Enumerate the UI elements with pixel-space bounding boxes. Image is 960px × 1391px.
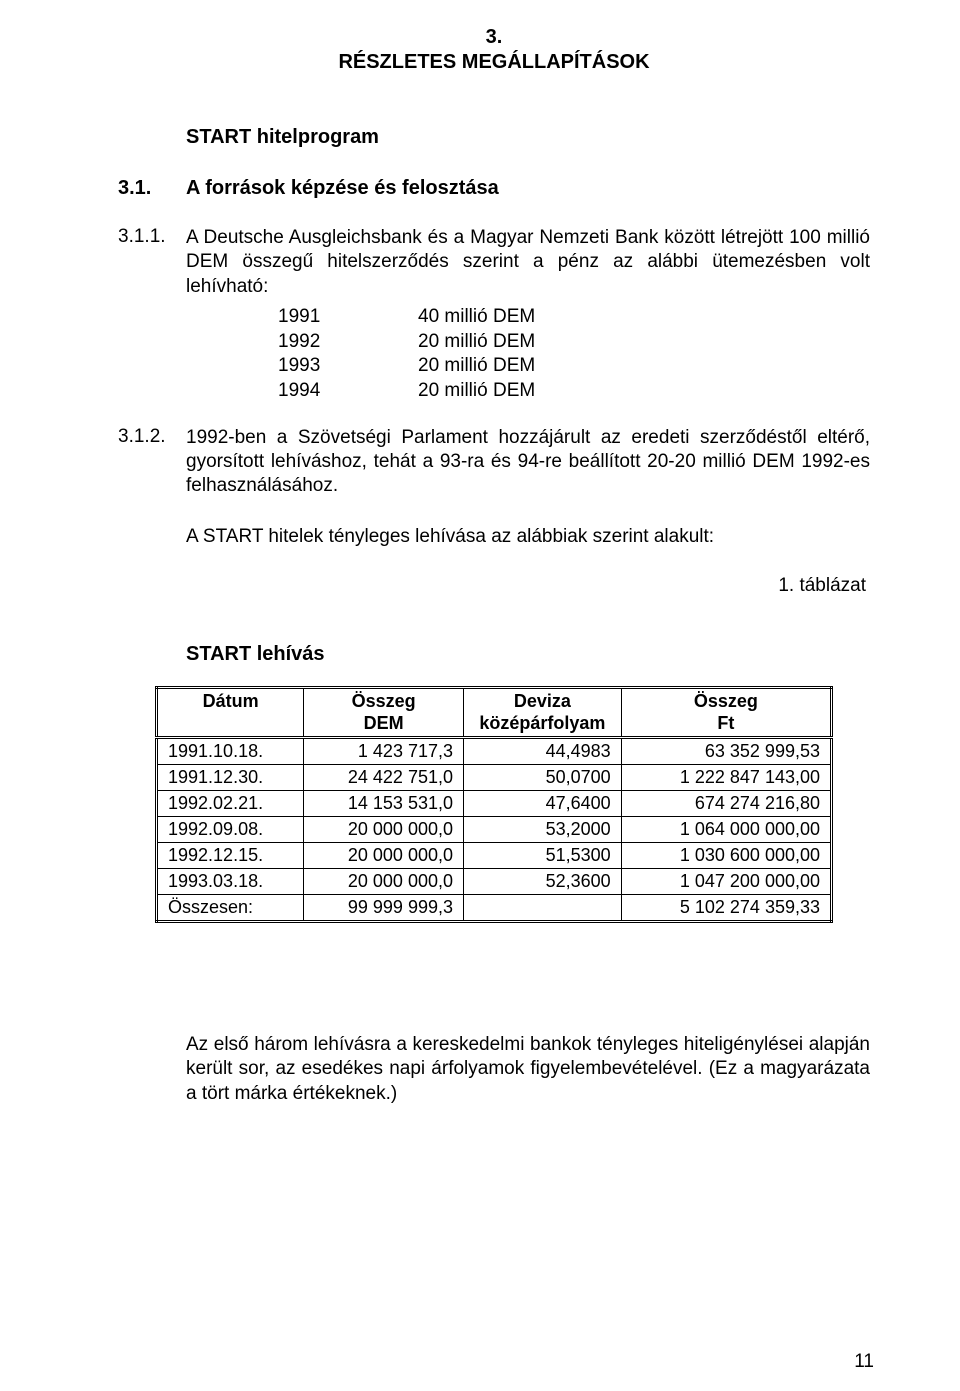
cell-ft: 674 274 216,80 [621,791,831,817]
cell-date: 1992.02.21. [157,791,304,817]
paragraph-3-1-1: 3.1.1. A Deutsche Ausgleichsbank és a Ma… [118,226,870,299]
cell-date: 1991.10.18. [157,738,304,765]
cell-ft: 1 064 000 000,00 [621,817,831,843]
table-row: 1992.12.15. 20 000 000,0 51,5300 1 030 6… [157,843,832,869]
paragraph-text: 1992-ben a Szövetségi Parlament hozzájár… [186,426,870,499]
schedule-amount: 40 millió DEM [418,305,535,330]
schedule-year: 1992 [278,330,418,355]
cell-rate: 53,2000 [464,817,622,843]
bottom-paragraph: Az első három lehívásra a kereskedelmi b… [186,1033,870,1106]
schedule-year: 1991 [278,305,418,330]
cell-dem: 14 153 531,0 [304,791,464,817]
schedule-amount: 20 millió DEM [418,330,535,355]
schedule-amount: 20 millió DEM [418,354,535,379]
cell-dem: 24 422 751,0 [304,765,464,791]
cell-dem: 1 423 717,3 [304,738,464,765]
table-row: 1992.09.08. 20 000 000,0 53,2000 1 064 0… [157,817,832,843]
section-number: 3.1. [118,177,186,200]
chapter-number: 3. [118,26,870,49]
start-lehivas-table: Dátum Összeg DEM Deviza középárfolyam Ös… [155,686,833,923]
schedule-row: 1993 20 millió DEM [278,354,870,379]
chapter-title: RÉSZLETES MEGÁLLAPÍTÁSOK [118,51,870,74]
schedule-list: 1991 40 millió DEM 1992 20 millió DEM 19… [278,305,870,404]
schedule-amount: 20 millió DEM [418,379,535,404]
cell-dem: 20 000 000,0 [304,817,464,843]
cell-date: 1992.09.08. [157,817,304,843]
cell-date: Összesen: [157,895,304,922]
cell-dem: 99 999 999,3 [304,895,464,922]
paragraph-3-1-2b: A START hitelek tényleges lehívása az al… [118,525,870,549]
col-dem: Összeg DEM [304,687,464,737]
cell-ft: 5 102 274 359,33 [621,895,831,922]
cell-date: 1991.12.30. [157,765,304,791]
cell-ft: 63 352 999,53 [621,738,831,765]
table-row: 1992.02.21. 14 153 531,0 47,6400 674 274… [157,791,832,817]
paragraph-text: A Deutsche Ausgleichsbank és a Magyar Ne… [186,226,870,299]
schedule-row: 1992 20 millió DEM [278,330,870,355]
page-number: 11 [854,1351,874,1373]
cell-dem: 20 000 000,0 [304,869,464,895]
program-subtitle: START hitelprogram [186,126,870,149]
section-title: A források képzése és felosztása [186,177,499,200]
schedule-year: 1993 [278,354,418,379]
col-rate: Deviza középárfolyam [464,687,622,737]
paragraph-number: 3.1.2. [118,426,186,499]
schedule-row: 1994 20 millió DEM [278,379,870,404]
schedule-year: 1994 [278,379,418,404]
cell-rate: 47,6400 [464,791,622,817]
cell-rate [464,895,622,922]
cell-rate: 52,3600 [464,869,622,895]
col-date: Dátum [157,687,304,737]
cell-ft: 1 030 600 000,00 [621,843,831,869]
table-row: 1993.03.18. 20 000 000,0 52,3600 1 047 2… [157,869,832,895]
cell-rate: 44,4983 [464,738,622,765]
section-3-1-heading: 3.1. A források képzése és felosztása [118,177,870,200]
col-ft: Összeg Ft [621,687,831,737]
table-row: 1991.12.30. 24 422 751,0 50,0700 1 222 8… [157,765,832,791]
cell-date: 1993.03.18. [157,869,304,895]
paragraph-number-empty [118,525,186,549]
table-row: 1991.10.18. 1 423 717,3 44,4983 63 352 9… [157,738,832,765]
cell-date: 1992.12.15. [157,843,304,869]
cell-dem: 20 000 000,0 [304,843,464,869]
table-caption: 1. táblázat [118,575,866,597]
cell-rate: 51,5300 [464,843,622,869]
cell-ft: 1 222 847 143,00 [621,765,831,791]
paragraph-number: 3.1.1. [118,226,186,299]
paragraph-text: A START hitelek tényleges lehívása az al… [186,525,870,549]
cell-ft: 1 047 200 000,00 [621,869,831,895]
table-title: START lehívás [186,643,870,666]
table-header-row: Dátum Összeg DEM Deviza középárfolyam Ös… [157,687,832,737]
table-row-total: Összesen: 99 999 999,3 5 102 274 359,33 [157,895,832,922]
cell-rate: 50,0700 [464,765,622,791]
schedule-row: 1991 40 millió DEM [278,305,870,330]
paragraph-3-1-2: 3.1.2. 1992-ben a Szövetségi Parlament h… [118,426,870,499]
